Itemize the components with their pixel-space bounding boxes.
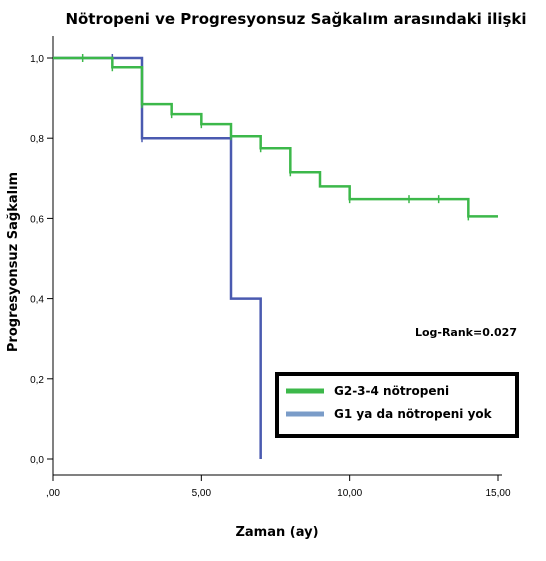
legend-box <box>275 372 519 438</box>
x-tick-label: 5,00 <box>192 488 212 499</box>
x-tick-label: 10,00 <box>337 488 362 499</box>
series-line-1 <box>53 56 262 459</box>
y-tick-label: 0,4 <box>30 295 44 306</box>
x-tick-label: 15,00 <box>485 488 510 499</box>
y-tick-label: 0,2 <box>30 375 44 386</box>
legend: G2-3-4 nötropeni G1 ya da nötropeni yok <box>275 372 519 438</box>
y-axis-label: Progresyonsuz Sağkalım <box>6 172 21 352</box>
chart-title: Nötropeni ve Progresyonsuz Sağkalım aras… <box>65 10 526 28</box>
y-tick-label: 0,6 <box>30 214 44 225</box>
log-rank-annotation: Log-Rank=0.027 <box>415 326 517 339</box>
y-tick-label: 0,0 <box>30 455 44 466</box>
y-ticks: 0,0 0,2 0,4 0,6 0,8 1,0 <box>30 54 53 466</box>
series-layer <box>53 54 498 459</box>
axes <box>52 36 502 476</box>
y-tick-label: 0,8 <box>30 134 44 145</box>
x-axis-label: Zaman (ay) <box>235 525 318 540</box>
series-line-0 <box>53 56 498 218</box>
legend-label-g1: G1 ya da nötropeni yok <box>334 407 493 421</box>
y-tick-label: 1,0 <box>30 54 44 65</box>
x-tick-label: ,00 <box>46 488 60 499</box>
x-ticks: ,00 5,00 10,00 15,00 <box>46 475 511 499</box>
legend-label-g2-3-4: G2-3-4 nötropeni <box>334 384 449 398</box>
